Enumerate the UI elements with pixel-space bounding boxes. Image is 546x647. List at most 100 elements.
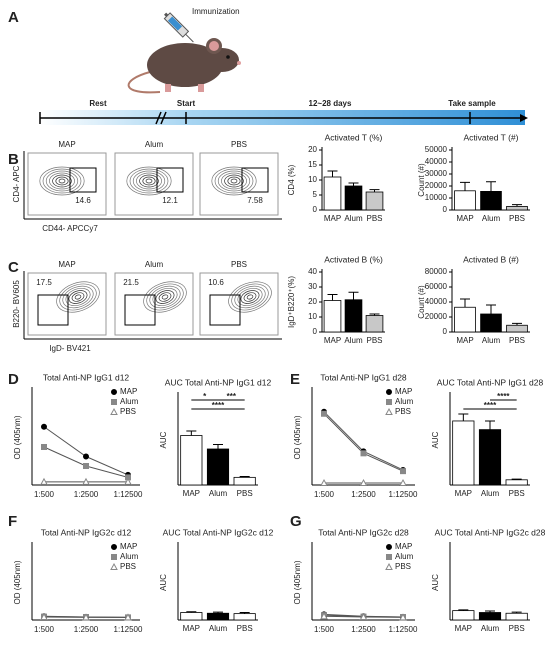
x-tick-label: PBS: [237, 624, 253, 633]
flow-contour: [42, 168, 82, 194]
error-bar: [512, 322, 522, 326]
legend-label: MAP: [120, 387, 137, 396]
legend-marker: [110, 562, 118, 570]
bar: [206, 448, 230, 486]
flow-x-axis-label: CD44- APCCy7: [42, 224, 98, 233]
error-bar: [458, 609, 469, 611]
error-bar: [486, 181, 496, 192]
bar: [452, 610, 475, 621]
y-tick-label: 10: [308, 175, 317, 184]
chart-title: AUC Total Anti-NP IgG1 d12: [165, 377, 272, 387]
chart-title: AUC Total Anti-NP IgG2c d12: [163, 527, 274, 537]
error-bar: [186, 430, 197, 436]
y-axis-label: AUC: [431, 574, 440, 591]
x-tick-label: Alum: [209, 624, 228, 633]
legend-label: MAP: [395, 542, 412, 551]
legend-marker: [111, 544, 117, 550]
flow-contour: [52, 174, 72, 188]
flow-contour: [152, 287, 178, 307]
flow-plot-frame: [199, 152, 279, 216]
flow-gate-value: 10.6: [208, 278, 224, 287]
error-bar: [327, 170, 338, 177]
flow-contour: [58, 178, 66, 184]
chart-title: Total Anti-NP IgG1 d28: [320, 372, 407, 382]
legend-marker: [385, 562, 393, 570]
bar: [478, 612, 502, 621]
x-tick-label: Alum: [482, 214, 501, 223]
chart-title: Activated T (%): [325, 132, 383, 142]
error-bar: [458, 413, 469, 421]
flow-contour: [126, 166, 172, 196]
data-point: [82, 477, 90, 485]
error-bar: [348, 291, 359, 300]
data-point: [320, 612, 328, 620]
y-tick-label: 0: [313, 327, 318, 336]
legend-marker: [111, 554, 117, 560]
chart-title: Total Anti-NP IgG2c d28: [318, 527, 409, 537]
flow-gate-value: 12.1: [162, 196, 178, 205]
y-axis-label: AUC: [159, 574, 168, 591]
error-bar: [213, 611, 223, 614]
y-axis-label: OD (405nm): [293, 560, 302, 604]
flow-contour: [132, 170, 166, 192]
timeline-label: Start: [177, 99, 196, 108]
y-tick-label: 10: [308, 312, 317, 321]
chart-title: Activated B (%): [324, 254, 383, 264]
data-point: [320, 478, 328, 487]
mouse-label: Immunization: [192, 7, 240, 16]
bar: [454, 306, 476, 333]
flow-plot-name: PBS: [231, 140, 247, 149]
flow-contour: [74, 294, 82, 300]
y-tick-label: 5: [313, 190, 318, 199]
flow-plot-name: MAP: [58, 140, 75, 149]
x-tick-label: 1:2500: [351, 490, 376, 499]
flow-contour: [56, 281, 100, 313]
y-axis-label: CD4 (%): [287, 164, 296, 195]
chart-title: AUC Total Anti-NP IgG1 d28: [437, 377, 544, 387]
significance-label: ****: [497, 392, 510, 401]
data-point: [400, 468, 406, 475]
x-tick-label: MAP: [455, 489, 472, 498]
y-axis-label: OD (405nm): [293, 415, 302, 459]
flow-y-axis-label: CD4- APC: [12, 165, 21, 202]
flow-contour: [161, 294, 169, 300]
y-tick-label: 20000: [425, 312, 448, 321]
bar: [506, 324, 528, 333]
x-tick-label: Alum: [482, 336, 501, 345]
error-bar: [327, 294, 338, 301]
flow-gate-value: 7.58: [247, 196, 263, 205]
flow-gate-value: 17.5: [36, 278, 52, 287]
panel-letter: C: [8, 259, 19, 276]
error-bar: [369, 313, 380, 316]
error-bar: [369, 189, 380, 192]
series-line: [43, 446, 129, 478]
flow-contour: [231, 283, 269, 311]
flow-contour: [158, 292, 172, 302]
legend-marker: [110, 407, 118, 415]
data-point: [83, 463, 89, 469]
flow-contour: [217, 170, 251, 192]
flow-contour: [149, 285, 181, 309]
significance-label: ****: [484, 401, 497, 410]
legend-marker: [386, 554, 392, 560]
flow-plot-frame: [27, 152, 107, 216]
legend-marker: [386, 544, 392, 550]
flow-x-axis-label: IgD- BV421: [49, 344, 91, 353]
x-tick-label: MAP: [324, 214, 341, 223]
x-tick-label: 1:500: [314, 490, 335, 499]
bar: [323, 176, 342, 211]
data-point: [359, 612, 368, 620]
flow-contour: [228, 281, 272, 313]
legend-label: MAP: [120, 542, 137, 551]
y-tick-label: 0: [443, 327, 448, 336]
flow-contour: [221, 172, 247, 190]
x-tick-label: 1:12500: [114, 490, 143, 499]
bar: [344, 299, 363, 333]
error-bar: [511, 478, 522, 480]
data-point: [83, 453, 89, 460]
significance-label: ***: [227, 392, 237, 401]
bar: [506, 205, 528, 211]
error-bar: [213, 444, 223, 449]
x-tick-label: MAP: [324, 336, 341, 345]
error-bar: [460, 181, 470, 191]
